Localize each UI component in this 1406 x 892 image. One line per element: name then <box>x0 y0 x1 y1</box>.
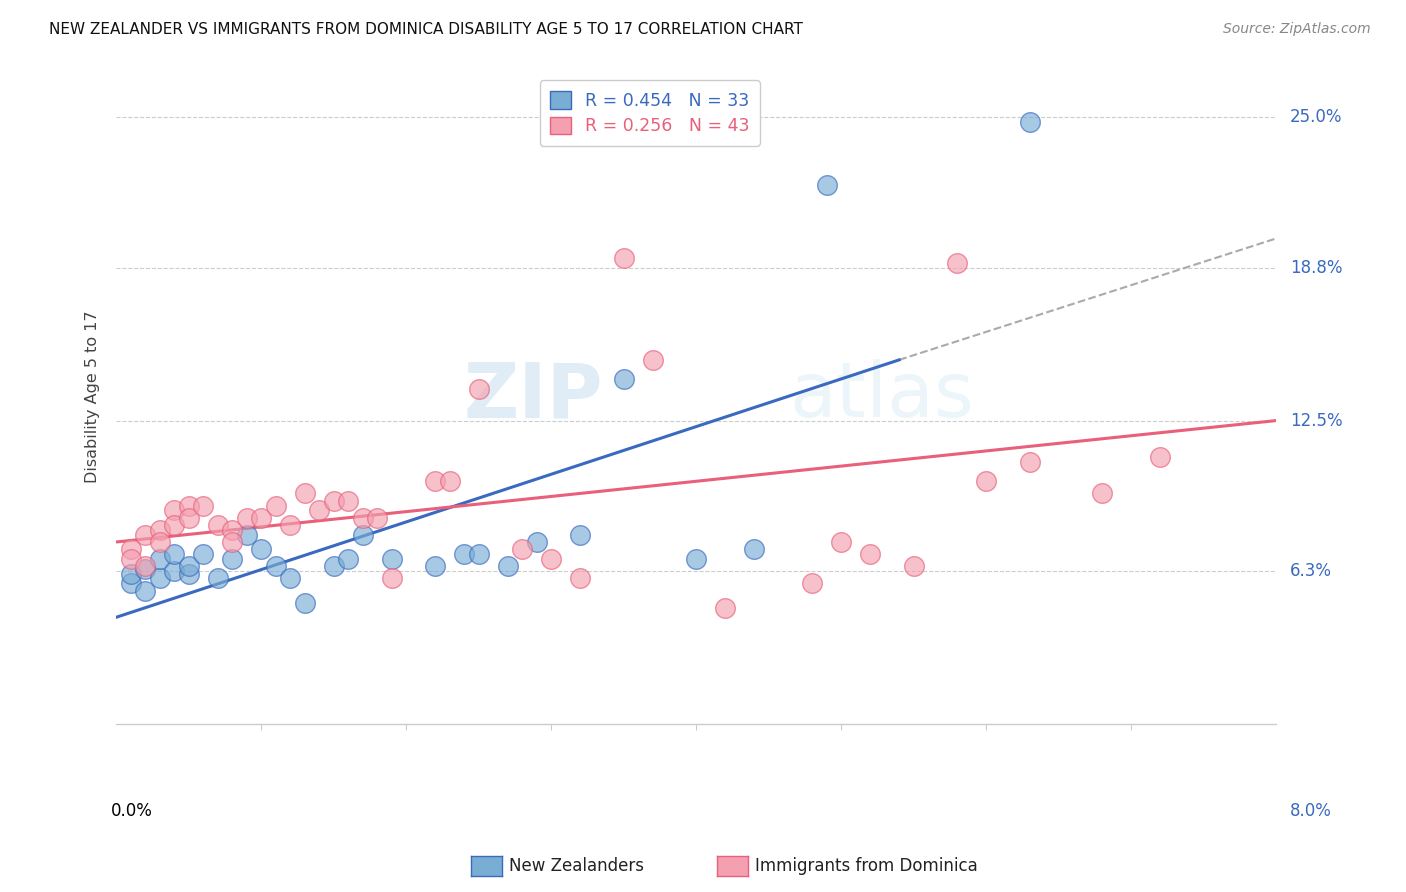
Point <box>235 510 257 524</box>
Point <box>322 493 344 508</box>
Point <box>163 518 186 533</box>
Point <box>163 547 186 561</box>
Point <box>294 486 316 500</box>
Point <box>193 499 215 513</box>
Point <box>830 535 852 549</box>
Point <box>496 559 519 574</box>
Point <box>569 571 592 585</box>
Point <box>294 596 316 610</box>
Point <box>1018 455 1040 469</box>
Point <box>467 547 489 561</box>
Point <box>177 499 200 513</box>
Point <box>177 559 200 574</box>
Point <box>120 566 142 581</box>
Text: ZIP: ZIP <box>464 359 603 434</box>
Point <box>177 510 200 524</box>
Point <box>163 503 186 517</box>
Point <box>250 542 273 557</box>
Point <box>278 518 301 533</box>
Point <box>221 523 243 537</box>
Point <box>221 552 243 566</box>
Y-axis label: Disability Age 5 to 17: Disability Age 5 to 17 <box>86 310 100 483</box>
Point <box>453 547 475 561</box>
Point <box>1091 486 1114 500</box>
Point <box>149 552 172 566</box>
Point <box>946 256 969 270</box>
Point <box>425 559 447 574</box>
Point <box>264 559 287 574</box>
Text: atlas: atlas <box>789 359 974 434</box>
Point <box>366 510 388 524</box>
Point <box>120 542 142 557</box>
Text: 18.8%: 18.8% <box>1291 259 1343 277</box>
Point <box>207 518 229 533</box>
Legend: R = 0.454   N = 33, R = 0.256   N = 43: R = 0.454 N = 33, R = 0.256 N = 43 <box>540 80 759 145</box>
Point <box>235 527 257 541</box>
Point <box>815 178 838 192</box>
Point <box>381 571 404 585</box>
Point <box>859 547 882 561</box>
Point <box>1149 450 1171 464</box>
Point <box>352 527 374 541</box>
Point <box>120 552 142 566</box>
Point <box>510 542 533 557</box>
Point <box>149 571 172 585</box>
Point <box>221 535 243 549</box>
Point <box>569 527 592 541</box>
Point <box>134 559 156 574</box>
Point <box>193 547 215 561</box>
Point <box>134 583 156 598</box>
Point <box>613 251 636 265</box>
Point <box>467 382 489 396</box>
Point <box>308 503 330 517</box>
Point <box>337 493 360 508</box>
Text: Source: ZipAtlas.com: Source: ZipAtlas.com <box>1223 22 1371 37</box>
Point <box>352 510 374 524</box>
Text: 12.5%: 12.5% <box>1291 411 1343 430</box>
Point <box>714 600 737 615</box>
Text: 0.0%: 0.0% <box>111 802 152 820</box>
Point <box>685 552 707 566</box>
Point <box>134 562 156 576</box>
Point <box>134 527 156 541</box>
Point <box>322 559 344 574</box>
Text: Immigrants from Dominica: Immigrants from Dominica <box>755 857 977 875</box>
Text: 6.3%: 6.3% <box>1291 562 1331 580</box>
Point <box>207 571 229 585</box>
Point <box>425 475 447 489</box>
Point <box>163 564 186 578</box>
Point <box>801 576 824 591</box>
Point <box>742 542 765 557</box>
Point <box>149 535 172 549</box>
Text: New Zealanders: New Zealanders <box>509 857 644 875</box>
Text: NEW ZEALANDER VS IMMIGRANTS FROM DOMINICA DISABILITY AGE 5 TO 17 CORRELATION CHA: NEW ZEALANDER VS IMMIGRANTS FROM DOMINIC… <box>49 22 803 37</box>
Point <box>264 499 287 513</box>
Point <box>381 552 404 566</box>
Point <box>337 552 360 566</box>
Point <box>250 510 273 524</box>
Point <box>974 475 997 489</box>
Point <box>526 535 548 549</box>
Point <box>1018 115 1040 129</box>
Point <box>540 552 562 566</box>
Point <box>903 559 925 574</box>
Point <box>641 352 664 367</box>
Point <box>120 576 142 591</box>
Point <box>613 372 636 386</box>
Point <box>177 566 200 581</box>
Point <box>149 523 172 537</box>
Point <box>439 475 461 489</box>
Text: 25.0%: 25.0% <box>1291 108 1343 126</box>
Text: 8.0%: 8.0% <box>1291 802 1331 820</box>
Point <box>278 571 301 585</box>
